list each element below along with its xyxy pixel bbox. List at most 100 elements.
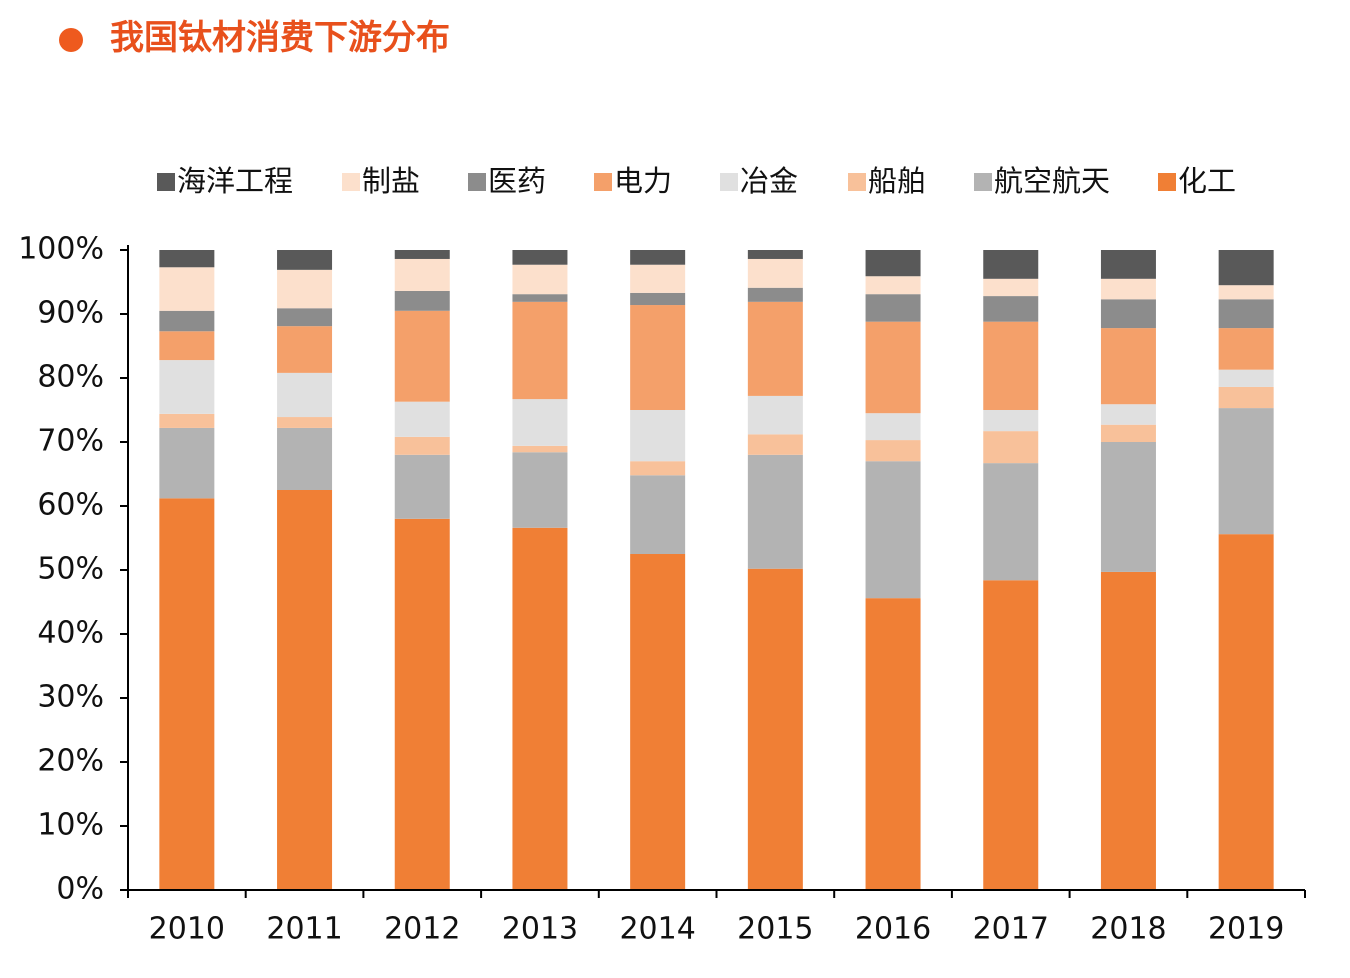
bar-segment bbox=[394, 290, 450, 311]
legend-label: 冶金 bbox=[740, 164, 798, 198]
bar-segment bbox=[159, 427, 215, 499]
y-tick-label: 70% bbox=[37, 424, 104, 459]
y-tick-label: 100% bbox=[18, 232, 104, 267]
legend-swatch bbox=[720, 173, 738, 191]
y-tick-label: 30% bbox=[37, 680, 104, 715]
bar-segment bbox=[630, 250, 686, 265]
bar-segment bbox=[512, 452, 568, 528]
bar-segment bbox=[277, 250, 333, 270]
bar-segment bbox=[512, 264, 568, 295]
bar-segment bbox=[865, 461, 921, 599]
bar-segment bbox=[394, 401, 450, 437]
legend-swatch bbox=[1158, 173, 1176, 191]
bar-segment bbox=[512, 399, 568, 446]
bar-segment bbox=[1100, 299, 1156, 329]
bar-segment bbox=[277, 372, 333, 418]
bar-segment bbox=[630, 305, 686, 410]
bar-segment bbox=[983, 580, 1039, 890]
x-tick-label: 2012 bbox=[384, 912, 460, 947]
bar-segment bbox=[277, 490, 333, 890]
bar-segment bbox=[1218, 369, 1274, 387]
bar-segment bbox=[983, 278, 1039, 297]
legend-label: 医药 bbox=[488, 164, 546, 198]
bar-segment bbox=[1100, 571, 1156, 890]
x-tick-label: 2014 bbox=[619, 912, 695, 947]
bar-segment bbox=[865, 440, 921, 462]
legend-swatch bbox=[342, 173, 360, 191]
bar-segment bbox=[1100, 250, 1156, 279]
x-tick-label: 2019 bbox=[1208, 912, 1284, 947]
x-tick-label: 2013 bbox=[502, 912, 578, 947]
legend-label: 制盐 bbox=[362, 164, 420, 198]
bar-segment bbox=[159, 331, 215, 361]
legend-swatch bbox=[974, 173, 992, 191]
x-tick-label: 2017 bbox=[973, 912, 1049, 947]
y-tick-label: 60% bbox=[37, 488, 104, 523]
bar-segment bbox=[1218, 299, 1274, 329]
y-tick-label: 0% bbox=[56, 872, 104, 907]
bar-segment bbox=[1218, 386, 1274, 409]
bar-segment bbox=[277, 308, 333, 327]
bar-segment bbox=[277, 417, 333, 428]
title-bullet bbox=[59, 28, 83, 52]
bar-segment bbox=[394, 518, 450, 890]
x-tick-label: 2015 bbox=[737, 912, 813, 947]
bar-segment bbox=[983, 463, 1039, 581]
legend-label: 航空航天 bbox=[994, 164, 1110, 198]
bar-segment bbox=[512, 301, 568, 400]
x-tick-label: 2011 bbox=[266, 912, 342, 947]
bar-segment bbox=[865, 598, 921, 890]
bar-segment bbox=[394, 258, 450, 291]
bar-segment bbox=[630, 410, 686, 462]
legend-label: 海洋工程 bbox=[177, 164, 293, 198]
legend-swatch bbox=[848, 173, 866, 191]
legend-label: 电力 bbox=[614, 164, 672, 198]
bar-segment bbox=[394, 436, 450, 455]
bar-segment bbox=[1100, 442, 1156, 572]
bar-segment bbox=[747, 301, 803, 396]
bar-segment bbox=[512, 527, 568, 890]
bar-segment bbox=[1218, 534, 1274, 890]
bar-segment bbox=[630, 475, 686, 554]
bar-segment bbox=[747, 434, 803, 455]
bar-segment bbox=[983, 296, 1039, 322]
bar-segment bbox=[277, 269, 333, 309]
bar-segment bbox=[394, 454, 450, 519]
y-tick-label: 10% bbox=[37, 808, 104, 843]
bar-segment bbox=[1218, 408, 1274, 535]
bar-segment bbox=[277, 427, 333, 490]
bar-segment bbox=[1218, 328, 1274, 370]
x-tick-label: 2018 bbox=[1090, 912, 1166, 947]
bar-segment bbox=[1218, 285, 1274, 300]
bar-segment bbox=[747, 454, 803, 569]
bar-segment bbox=[865, 413, 921, 441]
bar-segment bbox=[630, 292, 686, 306]
bar-segment bbox=[1100, 424, 1156, 442]
bar-segment bbox=[394, 250, 450, 259]
bar-segment bbox=[865, 321, 921, 414]
bar-segment bbox=[1100, 404, 1156, 425]
bar-segment bbox=[159, 310, 215, 332]
y-tick-label: 90% bbox=[37, 296, 104, 331]
bar-segment bbox=[1100, 278, 1156, 300]
bar-segment bbox=[865, 250, 921, 277]
x-tick-label: 2016 bbox=[855, 912, 931, 947]
bar-segment bbox=[394, 310, 450, 402]
y-tick-label: 50% bbox=[37, 552, 104, 587]
bar-segment bbox=[983, 431, 1039, 464]
bar-segment bbox=[512, 294, 568, 302]
bar-segment bbox=[983, 250, 1039, 279]
x-tick-label: 2010 bbox=[149, 912, 225, 947]
bar-segment bbox=[983, 410, 1039, 432]
bar-segment bbox=[1218, 250, 1274, 286]
y-tick-label: 20% bbox=[37, 744, 104, 779]
y-tick-label: 40% bbox=[37, 616, 104, 651]
bar-segment bbox=[159, 413, 215, 428]
bar-segment bbox=[1100, 328, 1156, 405]
chart-title: 我国钛材消费下游分布 bbox=[110, 18, 450, 58]
bar-segment bbox=[512, 445, 568, 453]
legend-swatch bbox=[468, 173, 486, 191]
bar-segment bbox=[630, 554, 686, 890]
bar-segment bbox=[159, 267, 215, 311]
